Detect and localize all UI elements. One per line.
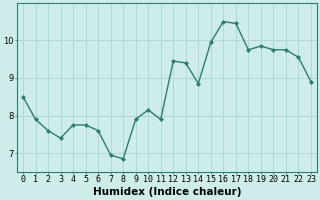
X-axis label: Humidex (Indice chaleur): Humidex (Indice chaleur) <box>93 187 241 197</box>
